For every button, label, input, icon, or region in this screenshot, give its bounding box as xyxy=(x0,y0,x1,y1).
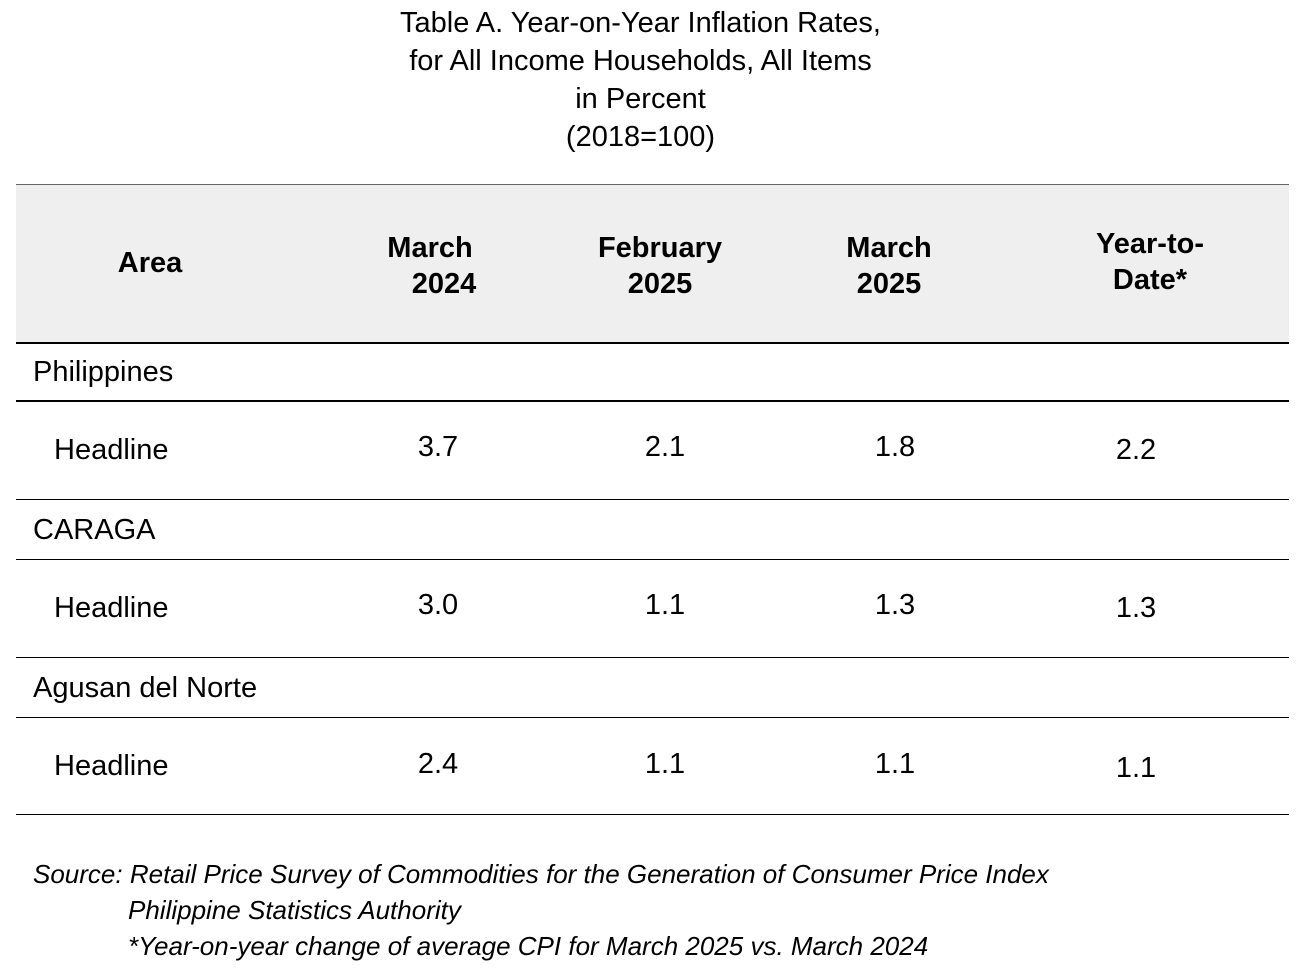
table-title: Table A. Year-on-Year Inflation Rates, f… xyxy=(0,4,1281,156)
cell-value: 1.1 xyxy=(874,748,916,780)
group-divider xyxy=(16,559,1289,560)
header-year-to-date-line2: Date* xyxy=(1112,264,1188,296)
row-divider xyxy=(16,499,1289,500)
footnote: *Year-on-year change of average CPI for … xyxy=(128,931,929,961)
table-header-background xyxy=(16,185,1289,342)
cell-value: 1.3 xyxy=(874,589,916,621)
row-divider xyxy=(16,657,1289,658)
area-label-caraga: CARAGA xyxy=(33,514,156,546)
title-line-1: Table A. Year-on-Year Inflation Rates, xyxy=(400,7,881,39)
row-label-headline: Headline xyxy=(54,434,169,466)
header-year-to-date-line1: Year-to- xyxy=(1096,228,1204,260)
area-label-philippines: Philippines xyxy=(33,356,174,388)
header-area-label: Area xyxy=(117,247,183,279)
table-top-rule xyxy=(16,184,1289,185)
header-february-2025: February 2025 xyxy=(570,230,750,302)
header-march-2024-line2: 2024 xyxy=(411,268,477,300)
title-line-3: in Percent xyxy=(575,83,706,115)
title-line-2: for All Income Households, All Items xyxy=(409,45,872,77)
cell-value: 1.1 xyxy=(644,748,686,780)
header-march-2025: March 2025 xyxy=(809,230,969,302)
row-label-headline: Headline xyxy=(54,592,169,624)
header-area: Area xyxy=(70,245,230,281)
header-february-2025-line1: February xyxy=(597,232,723,264)
source-note: Source: Retail Price Survey of Commoditi… xyxy=(33,859,1049,889)
table-bottom-rule xyxy=(16,814,1289,815)
header-march-2025-line1: March xyxy=(846,232,932,264)
cell-value: 2.1 xyxy=(644,431,686,463)
cell-value: 1.1 xyxy=(644,589,686,621)
header-march-2024-line1: March xyxy=(387,232,473,264)
area-label-agusan-del-norte: Agusan del Norte xyxy=(33,672,258,704)
cell-value: 1.8 xyxy=(874,431,916,463)
cell-value: 2.4 xyxy=(417,748,459,780)
group-divider xyxy=(16,400,1289,402)
row-label-headline: Headline xyxy=(54,750,169,782)
header-march-2025-line2: 2025 xyxy=(856,268,922,300)
authority-note: Philippine Statistics Authority xyxy=(128,895,461,925)
cell-value: 1.3 xyxy=(1115,592,1157,624)
cell-value: 1.1 xyxy=(1115,752,1157,784)
cell-value: 3.0 xyxy=(417,589,459,621)
cell-value: 2.2 xyxy=(1115,434,1157,466)
header-year-to-date: Year-to- Date* xyxy=(1070,226,1230,298)
header-march-2024: March 2024 xyxy=(350,230,510,302)
header-bottom-rule xyxy=(16,342,1289,344)
header-february-2025-line2: 2025 xyxy=(627,268,693,300)
table-notes: Source: Retail Price Survey of Commoditi… xyxy=(33,856,1049,964)
group-divider xyxy=(16,717,1289,718)
cell-value: 3.7 xyxy=(417,431,459,463)
title-line-4: (2018=100) xyxy=(565,121,716,153)
